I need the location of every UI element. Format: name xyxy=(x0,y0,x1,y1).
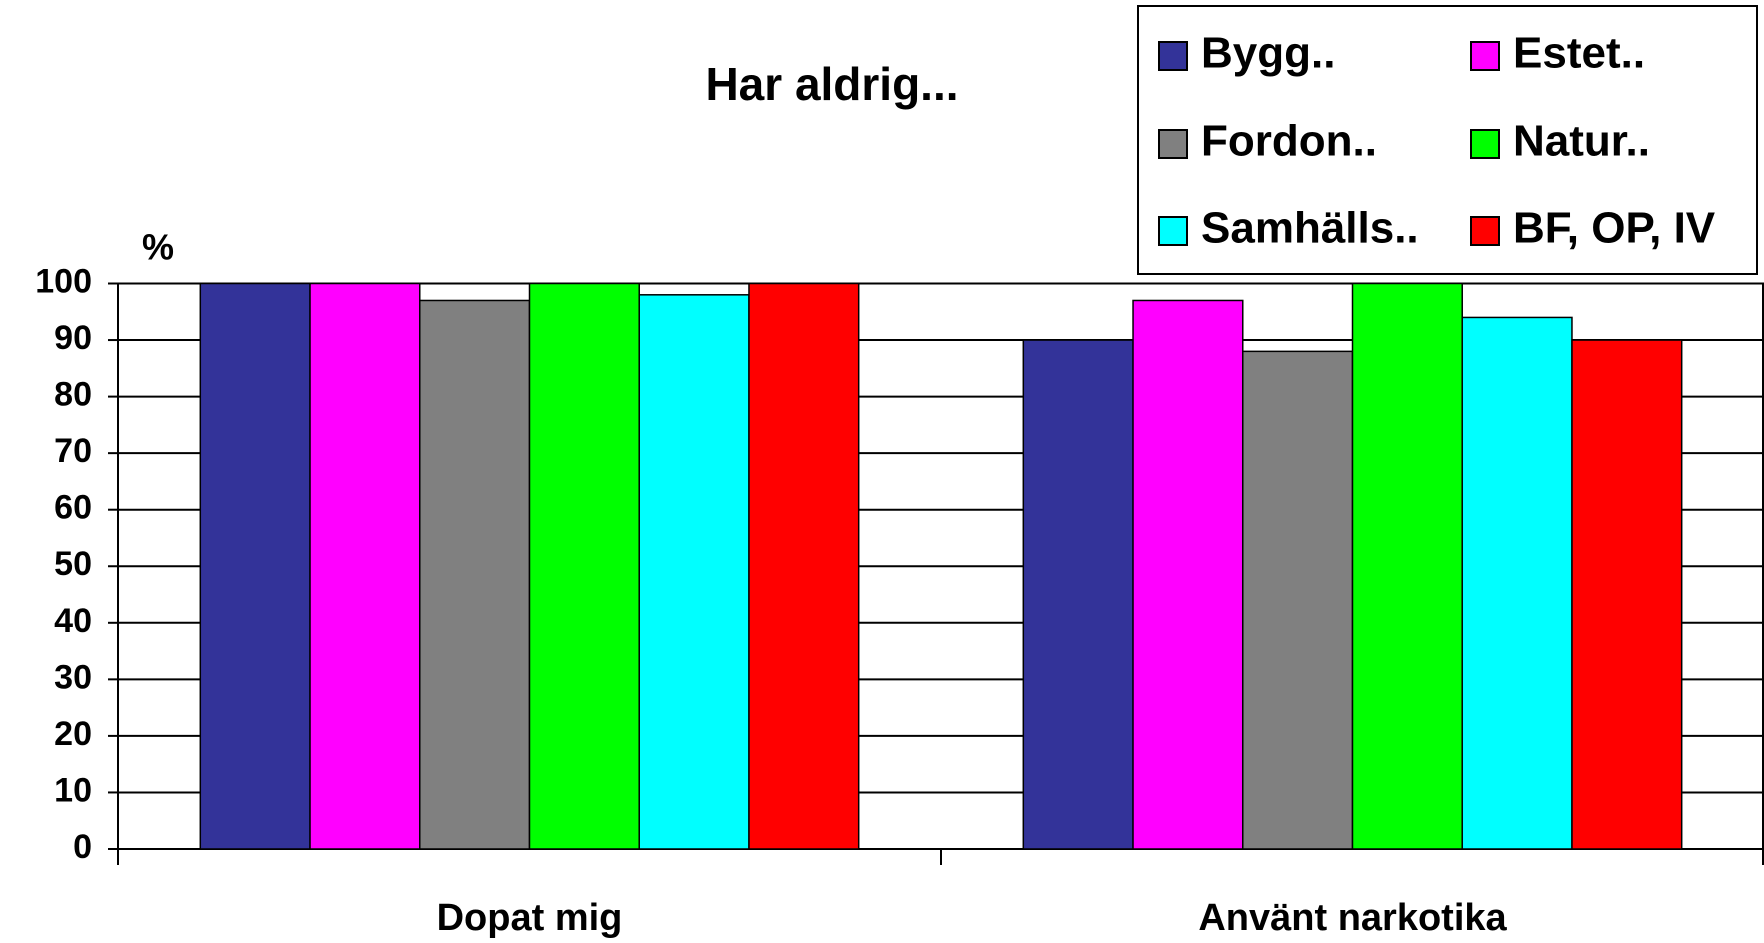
legend-box xyxy=(1137,5,1758,275)
legend-label: Estet.. xyxy=(1513,29,1645,78)
y-tick-label: 40 xyxy=(54,602,92,640)
bar xyxy=(748,282,860,850)
legend-label: Natur.. xyxy=(1513,117,1650,166)
legend-label: Samhälls.. xyxy=(1201,204,1419,253)
legend-swatch xyxy=(1158,216,1188,246)
legend-swatch xyxy=(1158,41,1188,71)
y-tick-label: 70 xyxy=(54,432,92,470)
legend-swatch xyxy=(1158,129,1188,159)
legend-swatch xyxy=(1470,41,1500,71)
legend-swatch xyxy=(1470,216,1500,246)
bar xyxy=(1351,282,1463,850)
legend-label: Bygg.. xyxy=(1201,29,1335,78)
y-tick-label: 60 xyxy=(54,489,92,527)
y-tick-label: 0 xyxy=(73,828,92,866)
y-tick-label: 80 xyxy=(54,376,92,414)
bar xyxy=(199,282,311,850)
chart-title: Har aldrig... xyxy=(705,58,958,110)
x-tick-label: Dopat mig xyxy=(437,897,623,939)
bar xyxy=(419,299,531,850)
bar xyxy=(309,282,421,850)
bar xyxy=(1132,299,1244,850)
bar xyxy=(638,294,750,850)
legend-label: Fordon.. xyxy=(1201,117,1377,166)
y-tick-label: 100 xyxy=(35,262,92,300)
bar xyxy=(1461,316,1573,850)
y-tick-label: 30 xyxy=(54,658,92,696)
bar xyxy=(528,282,640,850)
legend-swatch xyxy=(1470,129,1500,159)
y-axis-label: % xyxy=(142,227,174,268)
y-tick-label: 20 xyxy=(54,715,92,753)
y-tick-label: 90 xyxy=(54,319,92,357)
bar xyxy=(1242,350,1354,850)
bar xyxy=(1022,339,1134,850)
y-tick-label: 50 xyxy=(54,545,92,583)
x-tick-label: Använt narkotika xyxy=(1198,897,1507,939)
legend-label: BF, OP, IV xyxy=(1513,204,1716,253)
y-tick-label: 10 xyxy=(54,771,92,809)
bar xyxy=(1571,339,1683,850)
